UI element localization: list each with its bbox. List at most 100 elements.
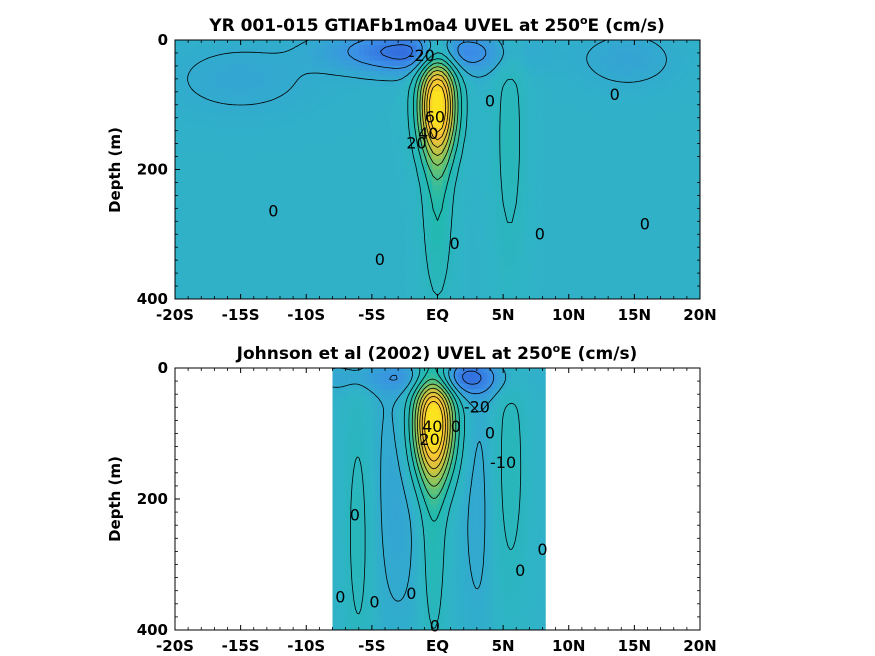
heatmap-cell	[500, 283, 507, 290]
heatmap-cell	[379, 273, 386, 279]
heatmap-cell	[621, 216, 628, 222]
heatmap-cell	[689, 185, 696, 191]
heatmap-cell	[227, 122, 234, 129]
heatmap-cell	[642, 236, 649, 243]
heatmap-cell	[584, 102, 591, 108]
heatmap-cell	[605, 45, 612, 51]
heatmap-cell	[274, 200, 281, 207]
heatmap-cell	[201, 133, 208, 140]
heatmap-cell	[217, 205, 223, 212]
heatmap-cell	[290, 288, 297, 295]
heatmap-cell	[605, 185, 612, 191]
heatmap-cell	[463, 153, 470, 160]
heatmap-cell	[353, 122, 360, 129]
heatmap-cell	[295, 159, 302, 165]
heatmap-cell	[180, 205, 187, 212]
heatmap-cell	[358, 159, 365, 165]
heatmap-cell	[374, 262, 381, 269]
heatmap-cell	[511, 81, 517, 88]
heatmap-cell	[479, 257, 486, 264]
heatmap-cell	[652, 190, 659, 196]
heatmap-cell	[663, 185, 670, 191]
heatmap-cell	[374, 65, 381, 72]
heatmap-cell	[532, 159, 538, 165]
heatmap-cell	[358, 262, 365, 269]
heatmap-cell	[406, 40, 412, 46]
heatmap-cell	[295, 278, 302, 285]
heatmap-cell	[574, 195, 580, 202]
heatmap-cell	[589, 91, 596, 98]
heatmap-cell	[453, 159, 460, 165]
heatmap-cell	[616, 205, 622, 212]
heatmap-cell	[616, 81, 622, 88]
heatmap-cell	[679, 153, 685, 160]
heatmap-cell	[647, 40, 654, 46]
heatmap-cell	[526, 283, 533, 290]
heatmap-cell	[259, 143, 265, 150]
heatmap-cell	[206, 71, 213, 77]
heatmap-cell	[322, 164, 328, 171]
heatmap-cell	[358, 278, 365, 285]
heatmap-cell	[600, 81, 607, 88]
heatmap-cell	[285, 262, 292, 269]
heatmap-cell	[553, 148, 559, 155]
heatmap-cell	[631, 128, 638, 134]
heatmap-cell	[605, 128, 612, 134]
heatmap-cell	[679, 293, 685, 299]
heatmap-cell	[610, 159, 617, 165]
heatmap-cell	[227, 179, 234, 186]
heatmap-cell	[658, 60, 664, 67]
heatmap-cell	[521, 159, 528, 165]
heatmap-cell	[343, 81, 349, 88]
heatmap-cell	[453, 133, 460, 140]
heatmap-cell	[211, 164, 218, 171]
heatmap-cell	[264, 179, 271, 186]
heatmap-cell	[358, 190, 365, 196]
heatmap-cell	[542, 221, 549, 228]
heatmap-cell	[668, 133, 675, 140]
heatmap-cell	[295, 71, 302, 77]
heatmap-cell	[290, 164, 297, 171]
heatmap-cell	[616, 96, 622, 103]
heatmap-cell	[385, 185, 391, 191]
heatmap-cell	[280, 185, 286, 191]
heatmap-cell	[584, 148, 591, 155]
heatmap-cell	[222, 252, 229, 259]
heatmap-cell	[647, 45, 654, 51]
heatmap-cell	[285, 122, 292, 129]
heatmap-cell	[295, 164, 302, 171]
heatmap-cell	[532, 65, 538, 72]
heatmap-cell	[306, 60, 313, 67]
heatmap-cell	[673, 45, 680, 51]
heatmap-cell	[658, 102, 664, 108]
heatmap-cell	[295, 96, 302, 103]
heatmap-cell	[316, 50, 323, 57]
heatmap-cell	[369, 257, 376, 264]
heatmap-cell	[490, 288, 496, 295]
heatmap-cell	[610, 185, 617, 191]
heatmap-cell	[568, 60, 575, 67]
heatmap-cell	[663, 133, 670, 140]
heatmap-cell	[458, 76, 465, 83]
heatmap-cell	[511, 96, 517, 103]
heatmap-cell	[269, 262, 276, 269]
heatmap-cell	[589, 174, 596, 181]
heatmap-cell	[416, 242, 423, 248]
heatmap-cell	[484, 257, 491, 264]
heatmap-cell	[448, 55, 454, 62]
heatmap-cell	[316, 283, 323, 290]
heatmap-cell	[316, 257, 323, 264]
heatmap-cell	[631, 143, 638, 150]
heatmap-cell	[358, 283, 365, 290]
heatmap-cell	[411, 195, 418, 202]
heatmap-cell	[185, 179, 192, 186]
heatmap-cell	[689, 247, 696, 253]
heatmap-cell	[175, 200, 181, 207]
heatmap-cell	[332, 174, 339, 181]
heatmap-cell	[358, 195, 365, 202]
heatmap-cell	[621, 76, 628, 83]
heatmap-cell	[232, 200, 239, 207]
heatmap-cell	[343, 190, 349, 196]
heatmap-cell	[175, 236, 181, 243]
heatmap-cell	[400, 102, 407, 108]
